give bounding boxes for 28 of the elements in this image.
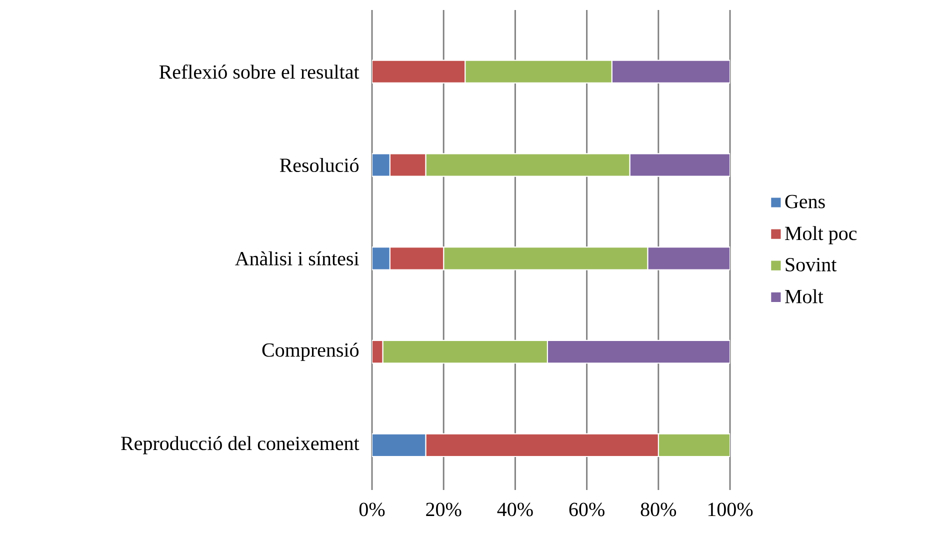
bar	[372, 60, 466, 84]
bar	[611, 60, 730, 84]
bar	[425, 433, 659, 458]
y-tick-label: Reproducció del coneixement	[121, 436, 360, 454]
bar	[443, 246, 648, 270]
y-tick-label: Anàlisi i síntesi	[235, 251, 359, 266]
bar	[546, 340, 730, 364]
x-tick-label: 100%	[708, 502, 753, 516]
bar	[647, 246, 730, 270]
y-tick-label: Resolució	[280, 158, 359, 172]
legend-label: Molt	[785, 289, 824, 304]
x-tick-label: 80%	[640, 502, 676, 516]
x-tick-label: 40%	[497, 502, 533, 516]
x-tick-label: 0%	[359, 502, 385, 516]
legend-label: Gens	[785, 194, 825, 208]
x-tick-label: 20%	[426, 502, 462, 516]
bar	[425, 153, 630, 177]
y-tick-label: Comprensió	[262, 342, 359, 361]
bar	[389, 246, 444, 270]
bar	[389, 153, 426, 177]
x-tick-label: 60%	[569, 502, 604, 516]
bar	[464, 60, 612, 84]
y-tick-label: Reflexió sobre el resultat	[159, 64, 360, 79]
bar	[658, 433, 730, 458]
legend-label: Molt poc	[785, 226, 857, 244]
legend-label: Sovint	[786, 258, 837, 272]
bar	[629, 153, 730, 177]
bar	[382, 340, 548, 364]
